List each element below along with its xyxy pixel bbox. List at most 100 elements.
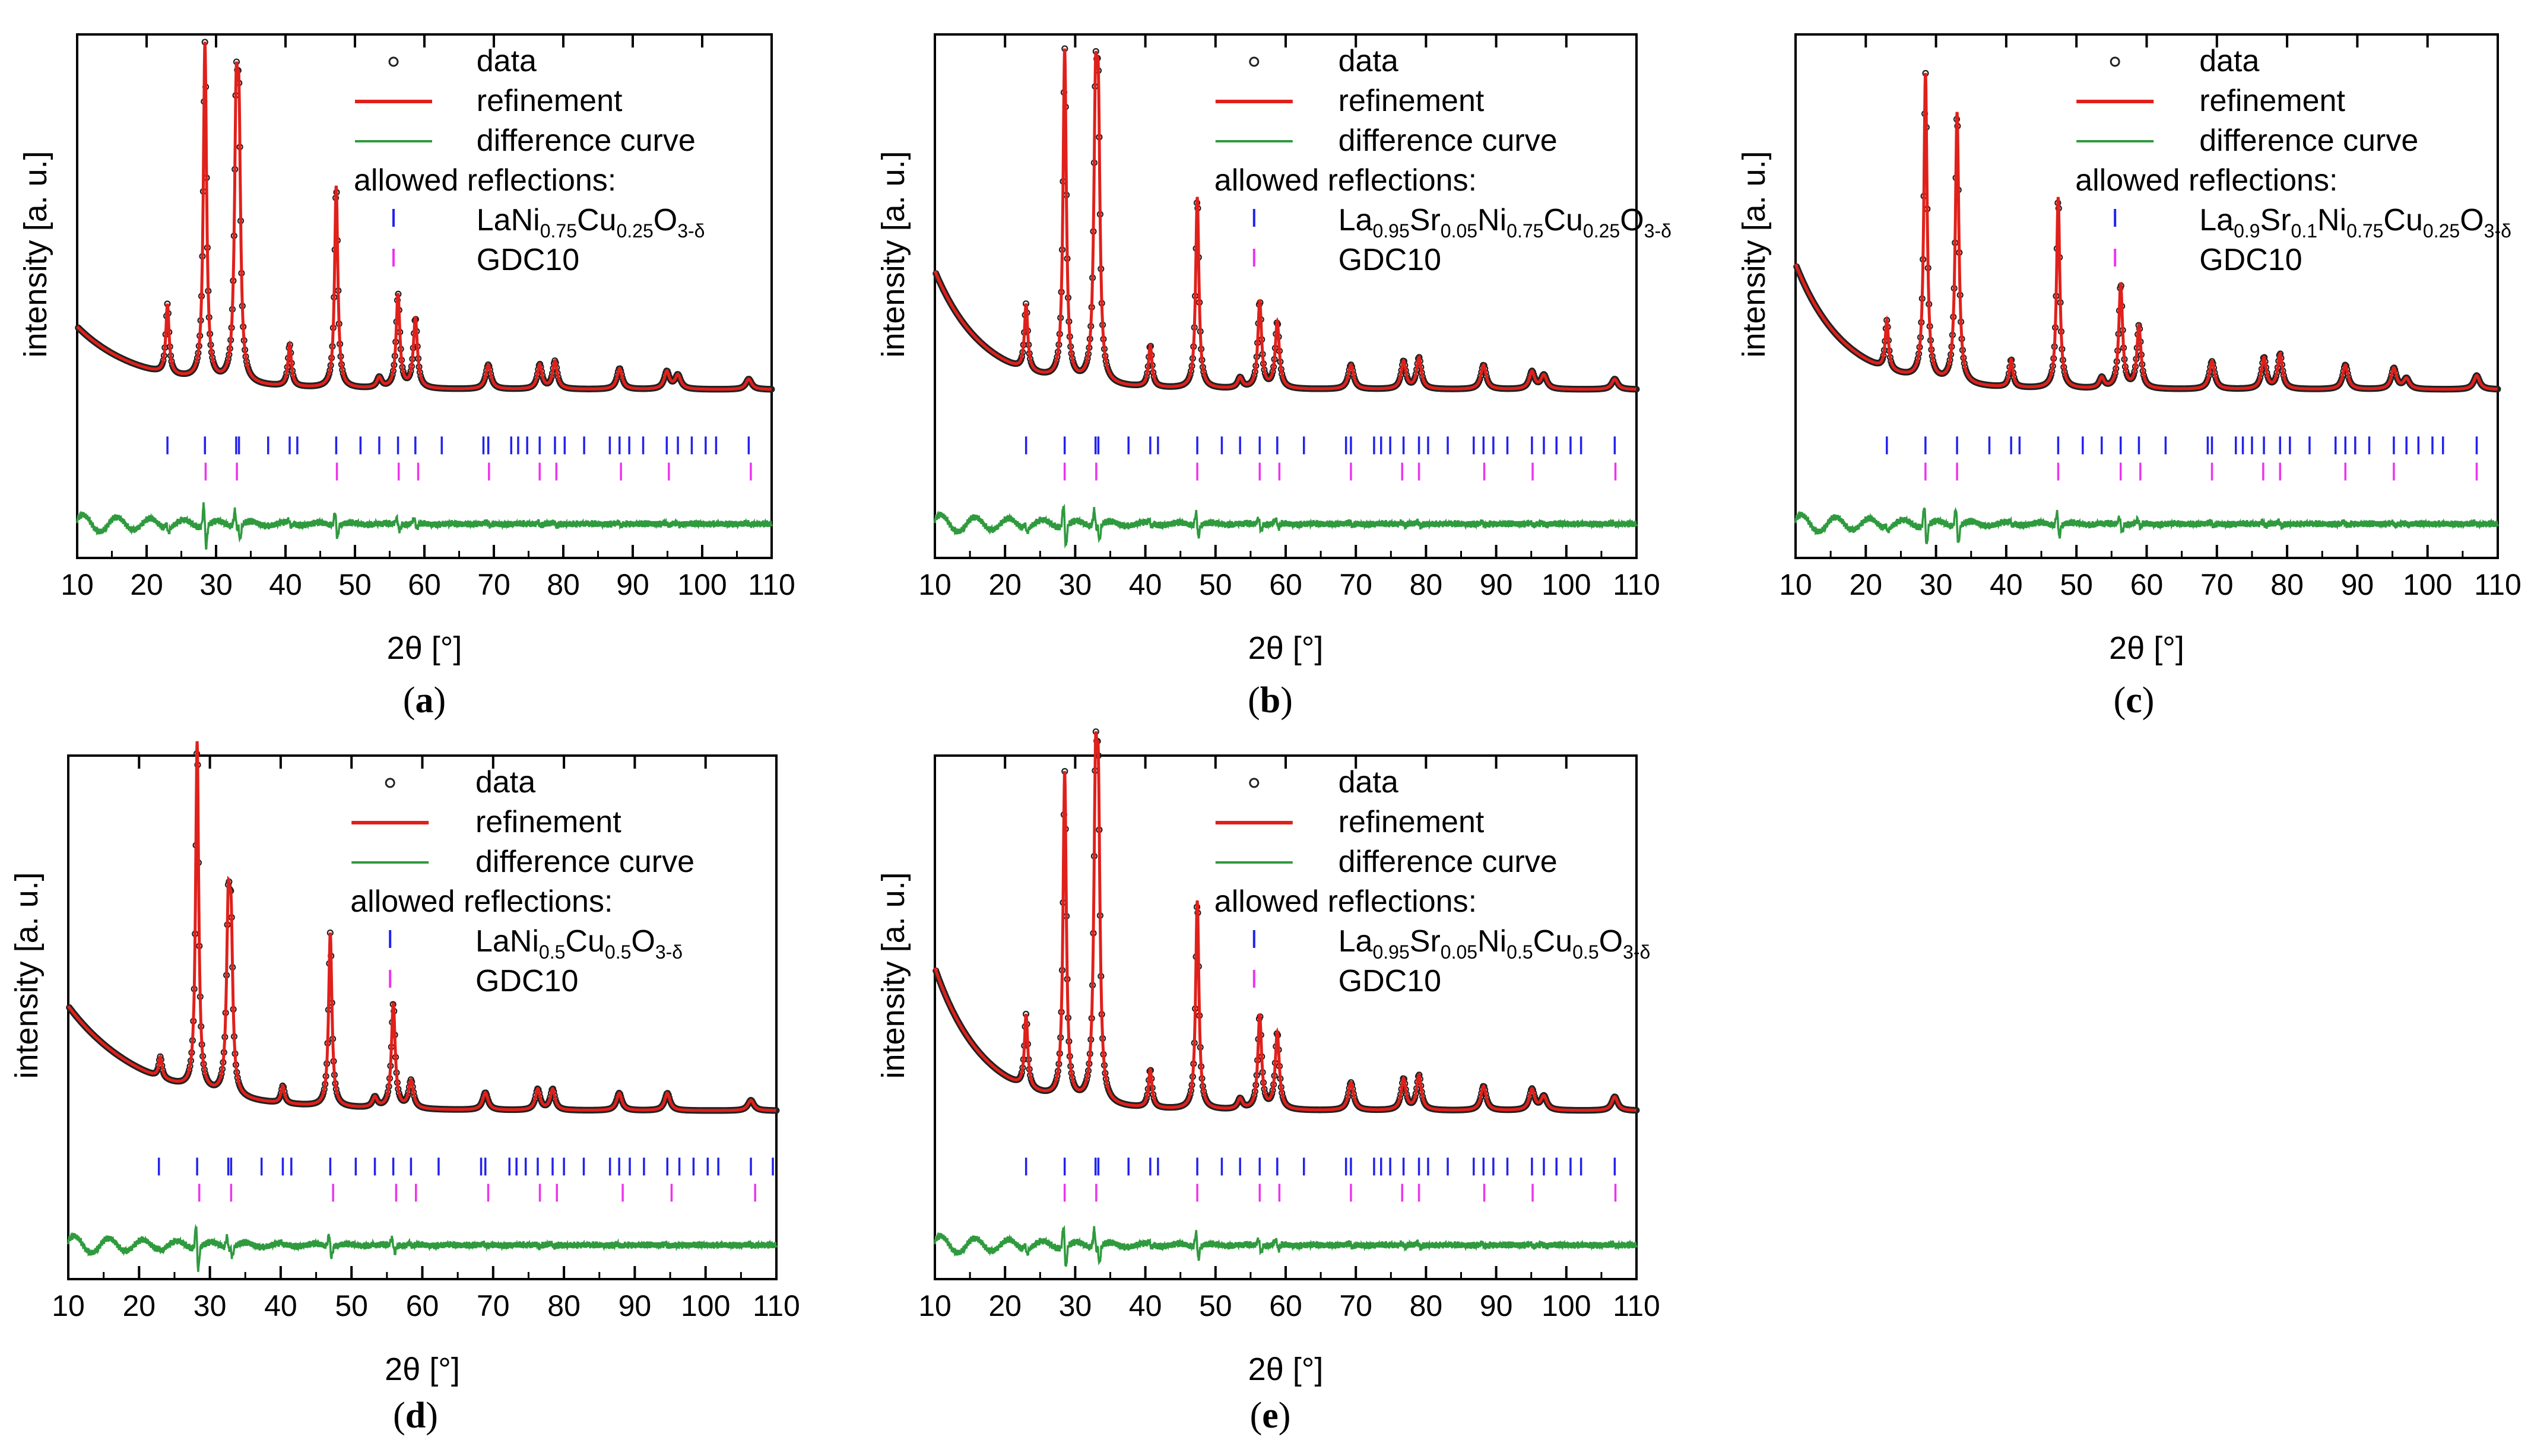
legend-gdc-label: GDC10 bbox=[477, 243, 579, 277]
refinement-curve bbox=[66, 741, 776, 1112]
formula-element: Cu bbox=[577, 203, 616, 237]
formula-element: O bbox=[1599, 924, 1623, 959]
x-tick-label: 110 bbox=[753, 1289, 800, 1322]
formula-subscript: 0.75 bbox=[540, 220, 577, 242]
difference-curve bbox=[1794, 506, 2499, 544]
x-tick-label: 100 bbox=[1542, 1289, 1591, 1322]
legend-data-label: data bbox=[1339, 765, 1398, 800]
y-axis-title: intensity [a. u.] bbox=[9, 872, 45, 1078]
panel-letter: d bbox=[405, 1395, 426, 1436]
panel-label: (b) bbox=[1248, 680, 1293, 721]
x-tick-label: 90 bbox=[1480, 568, 1513, 601]
legend-data-label: data bbox=[475, 765, 535, 800]
formula-element: Cu bbox=[1543, 203, 1582, 237]
x-tick-label: 40 bbox=[269, 568, 302, 601]
difference-curve bbox=[76, 502, 773, 550]
legend-gdc-label: GDC10 bbox=[1339, 243, 1441, 277]
plot-frame bbox=[67, 754, 778, 1280]
x-tick-label: 50 bbox=[1199, 568, 1232, 601]
legend: data refinement difference curve allowed re… bbox=[1214, 765, 1651, 998]
data-points bbox=[66, 750, 780, 1114]
formula-subscript: 0.75 bbox=[1506, 220, 1543, 242]
x-tick-label: 70 bbox=[477, 1289, 510, 1322]
panel-letter: a bbox=[416, 680, 434, 721]
x-tick-label: 30 bbox=[199, 568, 233, 601]
legend-refinement-label: refinement bbox=[1339, 805, 1485, 839]
y-axis-title: intensity [a. u.] bbox=[876, 872, 911, 1078]
legend-data-marker bbox=[388, 56, 399, 67]
x-tick-label: 110 bbox=[2474, 568, 2522, 601]
x-tick-label: 100 bbox=[677, 568, 727, 601]
formula-subscript: 0.75 bbox=[2346, 220, 2383, 242]
plot-frame bbox=[1794, 33, 2499, 559]
formula-subscript: 0.25 bbox=[1583, 220, 1620, 242]
formula-subscript: 0.95 bbox=[1372, 941, 1409, 963]
x-tick-label: 10 bbox=[61, 568, 94, 601]
legend: data refinement difference curve allowed re… bbox=[2075, 44, 2511, 277]
formula-element: Ni bbox=[1477, 924, 1506, 959]
x-tick-label: 60 bbox=[1269, 1289, 1302, 1322]
x-axis-title: 2θ [°] bbox=[1248, 630, 1324, 666]
formula-subscript: 0.5 bbox=[539, 941, 565, 963]
y-axis-title: intensity [a. u.] bbox=[876, 151, 911, 357]
formula-element: LaNi bbox=[477, 203, 540, 237]
legend-gdc-label: GDC10 bbox=[2199, 243, 2302, 277]
x-tick-label: 40 bbox=[264, 1289, 297, 1322]
x-tick-label: 70 bbox=[1339, 568, 1372, 601]
legend: data refinement difference curve allowed re… bbox=[354, 44, 705, 277]
x-axis-title: 2θ [°] bbox=[387, 630, 462, 666]
chart-panel-b: 10 20 30 40 50 60 70 80 90 100 110 2θ [°] intensity … bbox=[876, 33, 1672, 721]
x-tick-label: 10 bbox=[1779, 568, 1812, 601]
formula-subscript: 3-δ bbox=[1623, 941, 1650, 963]
x-tick-label: 100 bbox=[2403, 568, 2452, 601]
legend-data-marker bbox=[2110, 56, 2120, 67]
formula-subscript: 3-δ bbox=[677, 220, 705, 242]
legend-refinement-label: refinement bbox=[1339, 84, 1485, 118]
legend-data-label: data bbox=[2199, 44, 2259, 78]
legend-difference-label: difference curve bbox=[477, 123, 696, 158]
chart-panel-c: 10 20 30 40 50 60 70 80 90 100 110 2θ [°] intensity … bbox=[1736, 33, 2522, 721]
refinement-curve bbox=[933, 731, 1636, 1112]
x-tick-label: 110 bbox=[748, 568, 795, 601]
x-tick-label: 50 bbox=[335, 1289, 368, 1322]
x-tick-label: 80 bbox=[547, 568, 580, 601]
x-tick-label: 30 bbox=[1920, 568, 1953, 601]
x-tick-label: 20 bbox=[988, 1289, 1022, 1322]
refinement-curve bbox=[933, 48, 1637, 391]
difference-curve bbox=[934, 1225, 1638, 1267]
x-tick-label: 100 bbox=[1542, 568, 1591, 601]
legend-refinement-label: refinement bbox=[2199, 84, 2345, 118]
x-tick-label: 80 bbox=[547, 1289, 581, 1322]
formula-subscript: 3-δ bbox=[655, 941, 683, 963]
formula-element: Ni bbox=[2317, 203, 2346, 237]
x-tick-label: 20 bbox=[122, 1289, 156, 1322]
formula-element: Cu bbox=[1533, 924, 1572, 959]
formula-subscript: 0.5 bbox=[1572, 941, 1598, 963]
panel-letter: b bbox=[1260, 680, 1280, 721]
x-tick-label: 20 bbox=[988, 568, 1022, 601]
legend-difference-label: difference curve bbox=[2199, 123, 2418, 158]
formula-subscript: 3-δ bbox=[2484, 220, 2511, 242]
x-tick-label: 50 bbox=[338, 568, 372, 601]
formula-element: Sr bbox=[1410, 924, 1441, 959]
legend-gdc-label: GDC10 bbox=[1339, 964, 1441, 998]
x-tick-label: 110 bbox=[1613, 568, 1660, 601]
formula-subscript: 0.25 bbox=[616, 220, 653, 242]
x-tick-label: 30 bbox=[1059, 1289, 1092, 1322]
formula-element: O bbox=[2460, 203, 2484, 237]
panel-label: (a) bbox=[403, 680, 446, 721]
panel-label-text: (e) bbox=[1250, 1395, 1291, 1436]
x-axis-title: 2θ [°] bbox=[2109, 630, 2184, 666]
x-tick-label: 50 bbox=[2060, 568, 2093, 601]
formula-subscript: 0.25 bbox=[2423, 220, 2460, 242]
formula-subscript: 0.95 bbox=[1372, 220, 1409, 242]
legend: data refinement difference curve allowed re… bbox=[1214, 44, 1672, 277]
panel-label-text: (d) bbox=[393, 1395, 438, 1436]
legend-formula: La0.95Sr0.05Ni0.75Cu0.25O3-δ bbox=[1339, 203, 1672, 242]
formula-subscript: 0.05 bbox=[1441, 220, 1477, 242]
panel-label: (d) bbox=[393, 1395, 438, 1436]
x-tick-label: 80 bbox=[1410, 568, 1443, 601]
legend: data refinement difference curve allowed re… bbox=[350, 765, 694, 998]
formula-subscript: 0.1 bbox=[2291, 220, 2317, 242]
y-axis-title: intensity [a. u.] bbox=[18, 151, 53, 357]
